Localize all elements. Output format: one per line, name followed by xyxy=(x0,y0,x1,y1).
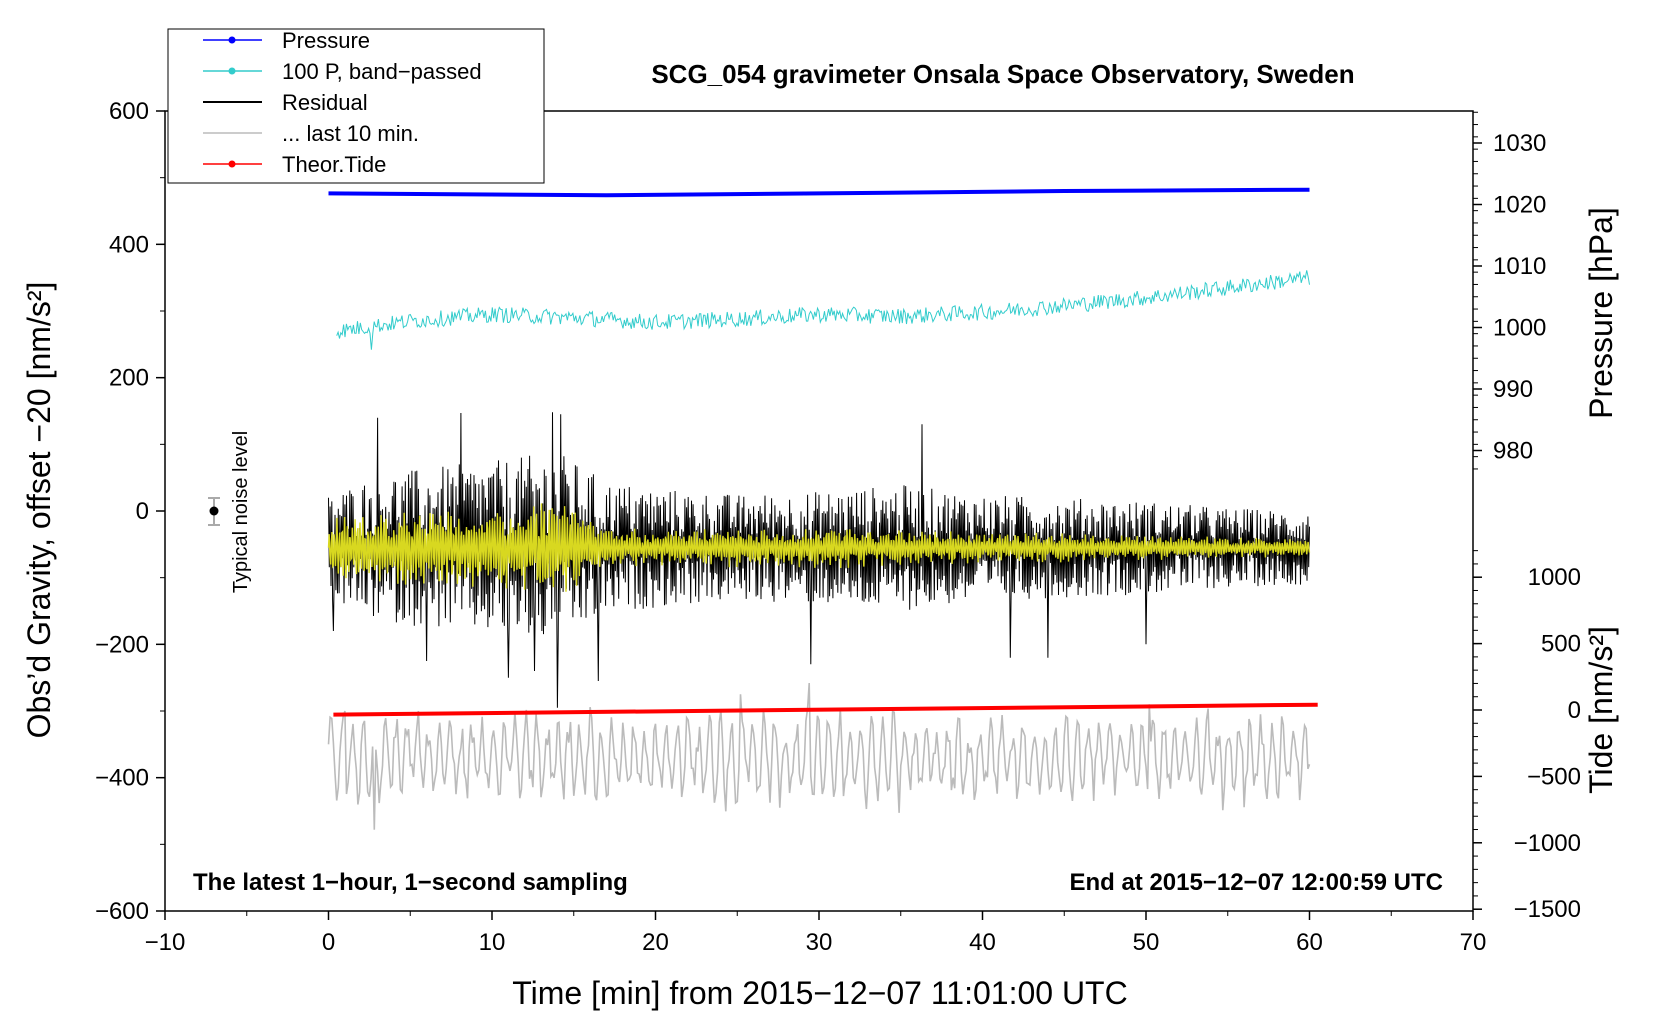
legend-marker xyxy=(228,36,236,44)
tide-tick-label: −500 xyxy=(1527,763,1581,790)
y-tick-label: −400 xyxy=(95,765,149,792)
pressure-tick-label: 980 xyxy=(1493,438,1533,465)
noise-level-marker: Typical noise level xyxy=(208,431,252,593)
legend-marker xyxy=(228,160,236,168)
tide-tick-label: −1500 xyxy=(1514,896,1581,923)
y-tick-label: 400 xyxy=(109,231,149,258)
x-tick-label: −10 xyxy=(145,929,186,956)
y-tick-label: 0 xyxy=(136,498,149,525)
pressure-axis: 1030 1020 1010 1000 990 980 xyxy=(1473,111,1546,470)
pressure-tick-label: 990 xyxy=(1493,376,1533,403)
series-pressure xyxy=(328,187,1310,198)
tide-axis-title: Tide [nm/s²] xyxy=(1583,626,1619,794)
pressure-tick-label: 1010 xyxy=(1493,253,1546,280)
y-tick-label: −200 xyxy=(95,631,149,658)
x-tick-label: 40 xyxy=(969,929,996,956)
tide-tick-label: 0 xyxy=(1568,697,1581,724)
legend-label: 100 P, band−passed xyxy=(282,59,482,84)
y-tick-label: −600 xyxy=(95,898,149,925)
series-last-10-min xyxy=(327,682,1311,830)
y-tick-label: 200 xyxy=(109,365,149,392)
tide-axis: 1000 500 0 −500 −1000 −1500 xyxy=(1473,550,1581,923)
noise-point xyxy=(209,506,219,516)
x-tick-label: 30 xyxy=(806,929,833,956)
legend-marker xyxy=(228,67,236,75)
y-tick-label: 600 xyxy=(109,98,149,125)
legend-label: Residual xyxy=(282,90,368,115)
pressure-tick-label: 1000 xyxy=(1493,315,1546,342)
legend: Pressure 100 P, band−passed Residual ... la… xyxy=(167,28,545,184)
x-tick-label: 0 xyxy=(322,929,335,956)
legend-box xyxy=(167,28,545,184)
pressure-tick-label: 1020 xyxy=(1493,192,1546,219)
chart-title: SCG_054 gravimeter Onsala Space Observat… xyxy=(651,59,1354,89)
x-axis-title: Time [min] from 2015−12−07 11:01:00 UTC xyxy=(512,975,1127,1011)
series-residual-bandpassed xyxy=(327,503,1311,592)
pressure-tick-label: 1030 xyxy=(1493,130,1546,157)
tide-tick-label: 1000 xyxy=(1528,564,1581,591)
annotation-end-time: End at 2015−12−07 12:00:59 UTC xyxy=(1069,869,1443,896)
noise-label: Typical noise level xyxy=(230,431,252,593)
pressure-axis-title: Pressure [hPa] xyxy=(1583,207,1619,419)
series-residual xyxy=(328,412,1310,708)
x-tick-label: 70 xyxy=(1460,929,1487,956)
x-tick-label: 20 xyxy=(642,929,669,956)
y-axis-left-title: Obs’d Gravity, offset −20 [nm/s²] xyxy=(21,282,57,739)
x-axis: −10 0 10 20 30 40 50 60 70 xyxy=(145,911,1487,956)
series-theoretical-tide xyxy=(333,702,1318,717)
legend-label: ... last 10 min. xyxy=(282,121,419,146)
legend-label: Theor.Tide xyxy=(282,152,386,177)
x-tick-label: 50 xyxy=(1133,929,1160,956)
y-axis-left: 600 400 200 0 −200 −400 −600 xyxy=(95,98,165,925)
series-layer xyxy=(327,187,1318,830)
x-tick-label: 10 xyxy=(479,929,506,956)
tide-tick-label: 500 xyxy=(1541,631,1581,658)
x-tick-label: 60 xyxy=(1296,929,1323,956)
tide-tick-label: −1000 xyxy=(1514,830,1581,857)
series-pressure-bandpassed xyxy=(336,270,1310,350)
annotation-sampling: The latest 1−hour, 1−second sampling xyxy=(193,869,628,896)
legend-label: Pressure xyxy=(282,28,370,53)
